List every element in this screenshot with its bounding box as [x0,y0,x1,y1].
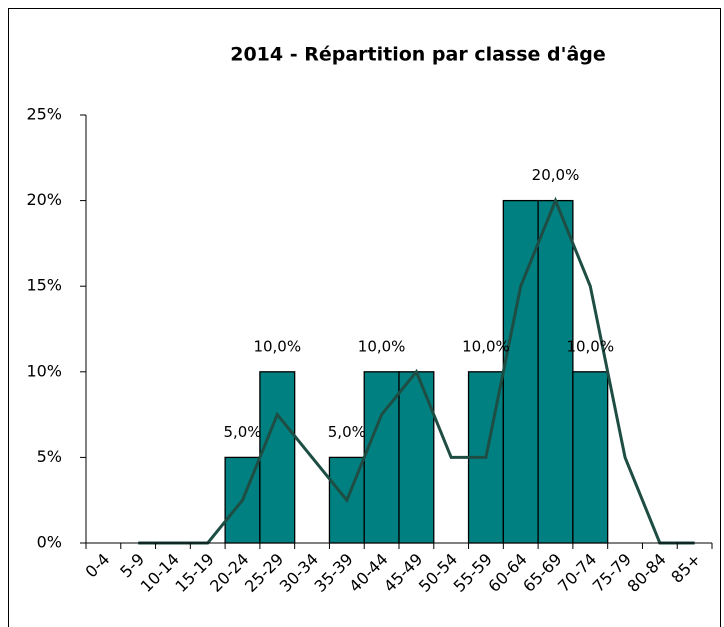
x-tick-label: 65-69 [519,550,565,596]
y-tick-label: 15% [26,276,62,295]
x-tick-label: 70-74 [554,550,600,596]
bar [502,199,539,544]
value-label: 5,0% [223,423,261,441]
x-tick-label: 0-4 [81,550,113,582]
x-tick-label: 25-29 [241,550,287,596]
x-tick-label: 50-54 [415,550,461,596]
value-label: 20,0% [532,166,580,184]
x-tick-label: 80-84 [624,550,670,596]
x-tick-label: 55-59 [450,550,496,596]
line [138,196,695,545]
value-label: 10,0% [566,337,614,355]
x-tick-label: 60-64 [484,550,530,596]
value-label: 10,0% [358,337,406,355]
x-tick-label: 15-19 [171,550,217,596]
x-tick-label: 45-49 [380,550,426,596]
y-tick-label: 20% [26,190,62,209]
y-tick-label: 0% [37,533,62,552]
bar [572,371,609,544]
x-tick-label: 75-79 [589,550,635,596]
frame [8,8,721,627]
chart-title: 2014 - Répartition par classe d'âge [230,44,606,66]
y-tick-label: 5% [37,447,62,466]
bar [259,371,296,544]
x-tick-label: 10-14 [137,550,183,596]
value-label: 10,0% [462,337,510,355]
x-tick-label: 35-39 [311,550,357,596]
x-tick-label: 40-44 [345,550,391,596]
x-tick-label: 85+ [667,550,704,587]
x-tick-label: 20-24 [206,550,252,596]
y-tick-label: 25% [26,105,62,124]
value-label: 10,0% [253,337,301,355]
value-label: 5,0% [328,423,366,441]
bar [398,371,435,544]
bar [537,199,574,544]
y-tick-label: 10% [26,361,62,380]
x-tick-label: 30-34 [276,550,322,596]
